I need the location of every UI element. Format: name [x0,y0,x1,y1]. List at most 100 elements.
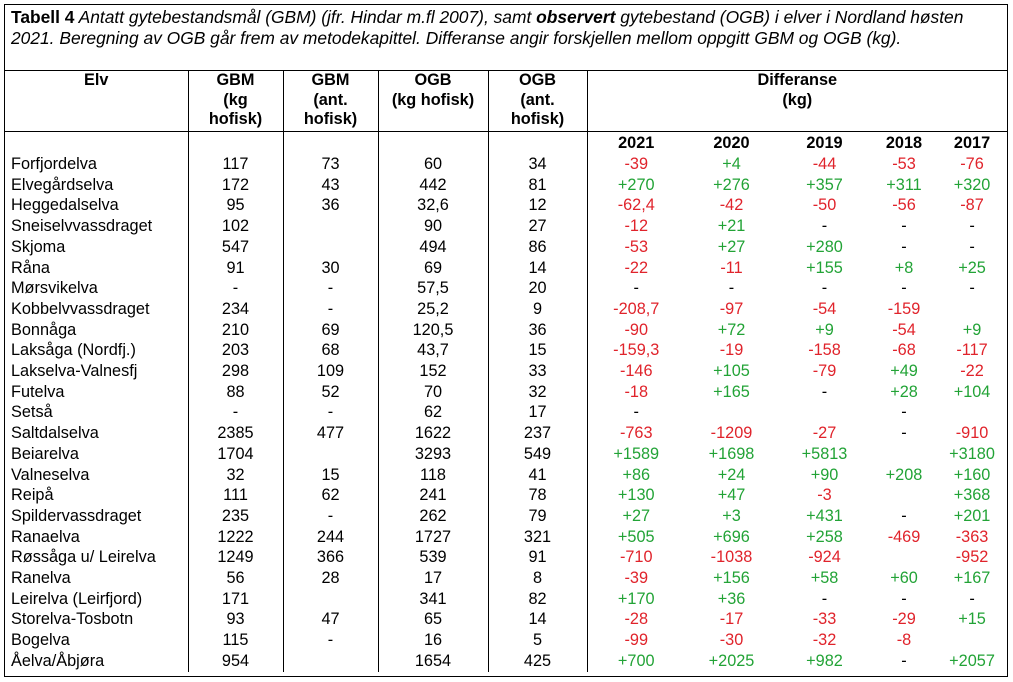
cell-diff-2018: - [901,279,907,298]
cell-diff-2017: -76 [960,155,984,173]
cell-diff-2020: +72 [717,320,746,339]
cell-diff-2019: +90 [810,465,839,484]
cell-gbm-kg: 547 [187,236,283,258]
cell-ogb-kg: 3293 [377,443,488,465]
cell-gbm-ant [282,216,378,237]
cell-ogb-ant: 5 [487,630,587,651]
cell-gbm-kg: 234 [187,298,283,320]
year-2017: 2017 [953,134,991,152]
cell-diff-2017: +368 [953,486,991,505]
cell-diff-2018: -469 [887,527,921,546]
cell-diff-2021: +130 [586,485,685,506]
table-row: Saltdalselva 2385 477 1622 237 -763 -1209 -27 - -… [5,423,1007,444]
cell-ogb-kg: 262 [377,505,488,527]
cell-diff-2021: -62,4 [586,195,685,217]
cell-gbm-ant: 109 [282,361,378,382]
table-frame: Tabell 4 Antatt gytebestandsmål (GBM) (j… [4,4,1008,677]
table-row: Sneiselvvassdraget 102 90 27 -12 +21 - - - [5,216,1007,237]
cell-gbm-ant [282,443,378,465]
cell-ogb-ant: 79 [487,505,587,527]
cell-ogb-ant: 34 [487,154,587,175]
cell-diff-2017: -910 [955,424,989,443]
cell-ogb-kg: 32,6 [377,195,488,217]
cell-diff-2017: +3180 [949,444,995,463]
cell-gbm-ant: - [282,630,378,651]
table-row: Mørsvikelva - -57,5 20- - - - - [5,278,1007,299]
cell-diff-2017: +2057 [949,651,995,670]
cell-ogb-kg: 494 [377,236,488,258]
cell-gbm-ant: - [282,402,378,424]
cell-diff-2021: -39 [586,568,685,589]
cell-diff-2017: +104 [953,382,991,401]
data-table: Elv GBM (kg hofisk) GBM (ant. hofisk) OGB (kg… [5,70,1008,672]
cell-diff-2019: -924 [808,548,841,567]
cell-diff-2017: +167 [953,569,991,588]
cell-diff-2018 [871,444,937,465]
cell-elv: Mørsvikelva [11,279,98,298]
cell-diff-2018: - [901,651,907,670]
cell-elv: Kobbelvvassdraget [11,299,150,318]
cell-ogb-ant: 17 [487,402,587,424]
cell-diff-2017 [937,402,1007,423]
cell-diff-2021: -159,3 [586,340,685,362]
cell-diff-2021: -90 [586,319,685,341]
cell-diff-2020: +47 [717,486,746,505]
cell-elv: Valneselva [11,465,90,484]
cell-ogb-ant: 81 [487,174,587,196]
cell-ogb-kg: 25,2 [377,298,488,320]
cell-elv: Leirelva (Leirfjord) [11,589,143,608]
cell-ogb-kg: 539 [377,547,488,569]
cell-ogb-kg: 341 [377,588,488,610]
cell-diff-2017: -952 [955,548,989,567]
cell-diff-2021: +170 [586,588,685,610]
table-row: Bonnåga 210 69 120,5 36 -90 +72 +9 -54 +9 [5,319,1007,341]
caption-bold-word: observert [536,7,616,27]
cell-gbm-kg: 2385 [187,423,283,444]
cell-diff-2019: +155 [806,258,843,277]
cell-diff-2018: +311 [886,175,922,194]
cell-diff-2021: -146 [586,361,685,382]
cell-diff-2020: -11 [720,258,743,277]
cell-gbm-kg: 954 [187,650,283,672]
cell-gbm-kg: 111 [187,485,283,506]
cell-gbm-kg: 172 [187,174,283,196]
cell-gbm-ant: - [282,505,378,527]
cell-diff-2021: +1589 [586,443,685,465]
cell-gbm-kg: 56 [187,568,283,589]
cell-ogb-ant: 15 [487,340,587,362]
table-row: Beiarelva 1704 3293 549 +1589 +1698 +5813 +3180 [5,443,1007,465]
cell-ogb-kg: 43,7 [377,340,488,362]
cell-gbm-kg: 91 [187,257,283,279]
header-ogb-kg: OGB (kg hofisk) [377,70,488,132]
cell-diff-2019: -32 [812,631,837,650]
cell-diff-2021: -22 [586,257,685,279]
caption-text-2: gytebestand (OGB) i elver i Nordland høs… [11,7,964,48]
cell-gbm-kg: - [187,278,283,299]
cell-ogb-ant: 14 [487,257,587,279]
table-row: Forfjordelva 117 73 60 34 -39 +4 -44 -53 -76 [5,154,1007,175]
table-row: Laksåga (Nordfj.) 203 68 43,7 15 -159,3 -19 -15… [5,340,1007,362]
cell-gbm-ant: 366 [282,547,378,569]
cell-elv: Futelva [11,382,65,401]
cell-diff-2021: +270 [586,174,685,196]
cell-gbm-ant: 69 [282,319,378,341]
cell-diff-2021: +86 [586,464,685,486]
cell-diff-2018: -54 [892,320,916,339]
cell-diff-2019: - [821,589,828,608]
cell-ogb-ant: 20 [487,278,587,299]
cell-elv: Ranaelva [11,527,80,546]
cell-gbm-ant: 477 [282,423,378,444]
cell-diff-2018: - [901,589,907,608]
cell-diff-2020: -1209 [710,424,753,443]
table-row: Reipå 111 62 241 78 +130 +47 -3 +368 [5,485,1007,506]
cell-diff-2018: -68 [892,341,916,360]
cell-diff-2020: +156 [713,569,750,588]
cell-diff-2018: -8 [896,631,912,650]
cell-diff-2019: +9 [815,320,834,339]
cell-diff-2018: - [901,217,907,236]
cell-gbm-ant [282,588,378,610]
cell-diff-2021: -12 [586,216,685,237]
cell-diff-2021: +700 [586,650,685,672]
cell-ogb-kg: 241 [377,485,488,506]
cell-gbm-kg: 235 [187,505,283,527]
